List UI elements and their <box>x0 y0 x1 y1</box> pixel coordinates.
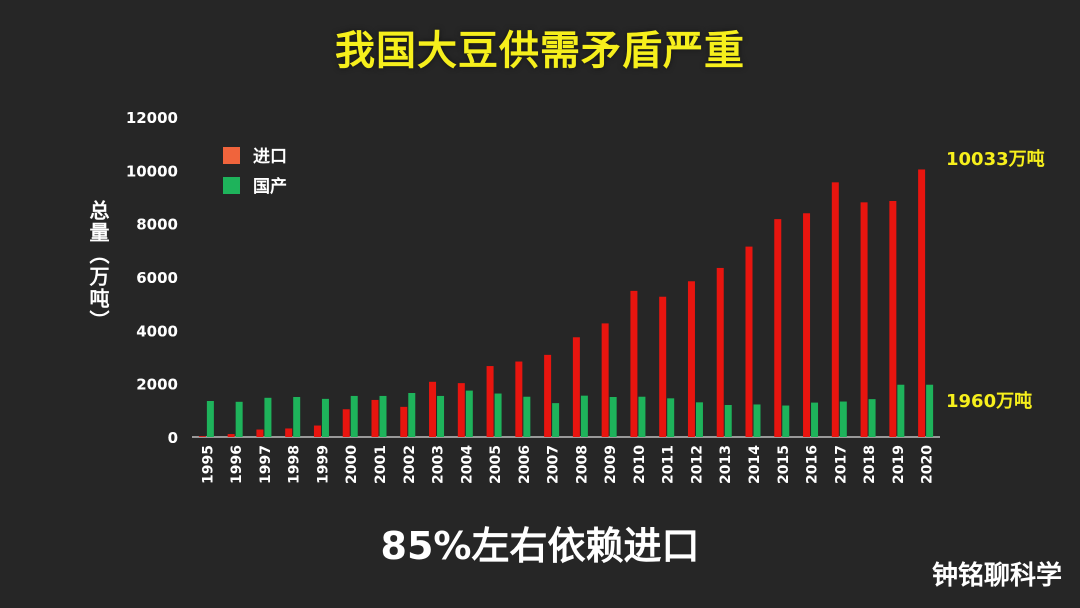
bar-import-1998 <box>285 428 293 437</box>
bar-domestic-2016 <box>811 402 819 437</box>
bar-domestic-2000 <box>350 395 358 437</box>
y-tick-label-2: 4000 <box>136 322 178 340</box>
bar-domestic-2003 <box>437 395 445 437</box>
bar-domestic-2005 <box>494 393 502 437</box>
watermark-brand: 钟铭聊科学 <box>931 561 1062 591</box>
x-tick-label-2019: 2019 <box>891 445 907 484</box>
x-tick-label-2010: 2010 <box>632 445 648 484</box>
bar-import-1996 <box>227 434 235 437</box>
x-tick-label-2004: 2004 <box>459 445 475 484</box>
bar-domestic-2010 <box>638 396 646 437</box>
x-tick-label-2002: 2002 <box>402 445 418 484</box>
x-tick-label-1997: 1997 <box>258 445 274 484</box>
bar-import-2007 <box>544 354 552 437</box>
bar-domestic-2004 <box>465 390 473 437</box>
x-tick-label-2008: 2008 <box>574 445 590 484</box>
chart-title: 我国大豆供需矛盾严重 <box>335 28 745 74</box>
bar-import-2018 <box>860 202 868 437</box>
y-tick-label-4: 8000 <box>136 216 178 234</box>
x-tick-label-2013: 2013 <box>718 445 734 484</box>
bar-import-2017 <box>831 182 839 437</box>
legend-label-domestic: 国产 <box>253 176 287 197</box>
bar-domestic-2019 <box>897 384 905 437</box>
chart-ticks: 0 2000 4000 6000 8000 10000 12000 1995 1996 1997 1… <box>126 109 936 484</box>
bar-import-2000 <box>342 409 350 437</box>
bar-domestic-2001 <box>379 395 387 437</box>
bar-import-2015 <box>774 219 782 437</box>
bar-import-2002 <box>400 406 408 437</box>
bar-import-2014 <box>745 246 753 437</box>
bar-import-2016 <box>803 213 811 437</box>
bar-domestic-2017 <box>839 401 847 437</box>
y-tick-label-0: 0 <box>168 429 178 447</box>
chart-bars <box>198 169 934 437</box>
bar-import-2013 <box>716 267 724 437</box>
y-tick-label-1: 2000 <box>136 376 178 394</box>
bar-import-2010 <box>630 290 638 437</box>
bar-domestic-2013 <box>724 405 732 437</box>
y-tick-label-3: 6000 <box>136 269 178 287</box>
y-tick-label-5: 10000 <box>126 162 178 180</box>
bar-import-2009 <box>601 323 609 437</box>
x-tick-label-1996: 1996 <box>229 445 245 484</box>
bar-domestic-2009 <box>609 397 617 437</box>
bar-import-2011 <box>659 296 667 437</box>
bar-domestic-2007 <box>552 403 560 437</box>
bar-domestic-2012 <box>695 402 703 437</box>
bar-import-2012 <box>687 281 695 437</box>
x-tick-label-2016: 2016 <box>805 445 821 484</box>
y-tick-label-6: 12000 <box>126 109 178 127</box>
bar-domestic-1998 <box>293 397 301 437</box>
x-tick-label-2000: 2000 <box>344 445 360 484</box>
bar-import-2019 <box>889 201 897 437</box>
bar-domestic-2006 <box>523 396 531 437</box>
bar-import-2004 <box>457 383 465 437</box>
bar-import-2003 <box>429 381 437 437</box>
bar-domestic-2018 <box>868 399 876 437</box>
bar-domestic-2014 <box>753 404 761 437</box>
import-dependency-caption: 85%左右依赖进口 <box>380 524 700 568</box>
x-tick-label-2014: 2014 <box>747 445 763 484</box>
x-tick-label-2017: 2017 <box>833 445 849 484</box>
x-tick-label-2018: 2018 <box>862 445 878 484</box>
x-tick-label-1999: 1999 <box>315 445 331 484</box>
legend-swatch-import <box>223 147 240 164</box>
bar-domestic-2011 <box>667 398 675 437</box>
legend-swatch-domestic <box>223 177 240 194</box>
bar-import-1997 <box>256 429 264 437</box>
y-axis-label: 总量（万吨） <box>86 200 110 332</box>
x-tick-label-2020: 2020 <box>920 445 936 484</box>
bar-import-2006 <box>515 361 523 437</box>
bar-domestic-2020 <box>926 384 934 437</box>
bar-domestic-2015 <box>782 405 790 437</box>
bar-domestic-1997 <box>264 397 272 437</box>
x-tick-label-2015: 2015 <box>776 445 792 484</box>
annotation-import-2020: 10033万吨 <box>946 149 1045 171</box>
bar-domestic-2002 <box>408 393 416 437</box>
bar-domestic-1999 <box>321 398 329 437</box>
x-tick-label-1995: 1995 <box>200 445 216 484</box>
bar-domestic-1995 <box>206 401 214 437</box>
bar-import-2008 <box>572 337 580 437</box>
x-tick-label-2005: 2005 <box>488 445 504 484</box>
x-tick-label-2001: 2001 <box>373 445 389 484</box>
bar-import-2005 <box>486 366 494 437</box>
x-tick-label-2009: 2009 <box>603 445 619 484</box>
x-tick-label-1998: 1998 <box>287 445 303 484</box>
bar-domestic-2008 <box>580 395 588 437</box>
bar-import-1995 <box>198 436 206 437</box>
x-tick-label-2003: 2003 <box>431 445 447 484</box>
bar-import-2001 <box>371 399 379 437</box>
bar-import-2020 <box>918 169 926 437</box>
x-tick-label-2011: 2011 <box>661 445 677 484</box>
bar-import-1999 <box>313 425 321 437</box>
bar-domestic-1996 <box>235 401 243 437</box>
x-tick-label-2007: 2007 <box>546 445 562 484</box>
x-tick-label-2006: 2006 <box>517 445 533 484</box>
legend-label-import: 进口 <box>253 147 287 167</box>
annotation-domestic-2020: 1960万吨 <box>946 390 1033 412</box>
x-tick-label-2012: 2012 <box>689 445 705 484</box>
